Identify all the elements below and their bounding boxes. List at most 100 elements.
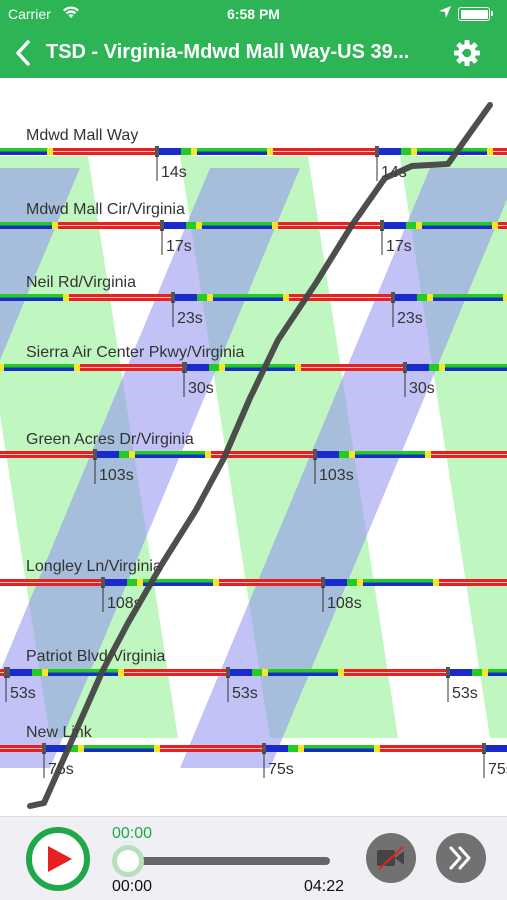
- green-phase-bar: [347, 579, 357, 586]
- cycle-marker: [6, 667, 10, 678]
- intersection-name-label: Sierra Air Center Pkwy/Virginia: [26, 344, 245, 361]
- play-button[interactable]: [26, 827, 90, 891]
- yellow-phase-bar: [283, 294, 289, 301]
- intersection-row: [0, 667, 507, 678]
- playback-slider-thumb[interactable]: [112, 845, 144, 877]
- green-phase-bar: [186, 222, 196, 229]
- yellow-phase-bar: [0, 364, 4, 371]
- green-phase-bar: [429, 364, 439, 371]
- time-space-diagram: Mdwd Mall Way 14s 14s Mdwd Mall Cir/Virgini…: [0, 78, 507, 816]
- yellow-phase-bar: [427, 294, 433, 301]
- blue-phase-bar: [377, 148, 401, 155]
- yellow-phase-bar: [492, 222, 498, 229]
- blue-phase-bar: [0, 225, 52, 229]
- intersection-row: [0, 577, 507, 588]
- yellow-phase-bar: [487, 148, 493, 155]
- play-icon: [48, 846, 72, 872]
- blue-phase-bar: [143, 582, 213, 586]
- intersection-row: [0, 449, 507, 460]
- green-phase-bar: [401, 148, 411, 155]
- intersection-name-label: Neil Rd/Virginia: [26, 274, 136, 291]
- yellow-phase-bar: [137, 579, 143, 586]
- intersection-name-label: Longley Ln/Virginia: [26, 558, 162, 575]
- intersection-row: [0, 743, 507, 754]
- offset-seconds-label: 53s: [452, 685, 478, 702]
- chevron-left-icon[interactable]: [12, 38, 36, 68]
- yellow-phase-bar: [42, 669, 48, 676]
- blue-phase-bar: [363, 582, 433, 586]
- offset-seconds-label: 14s: [161, 164, 187, 181]
- progression-bands: [0, 156, 507, 768]
- offset-seconds-label: 75s: [268, 761, 294, 778]
- offset-seconds-label: 23s: [397, 310, 423, 327]
- yellow-phase-bar: [411, 148, 417, 155]
- blue-phase-bar: [157, 148, 181, 155]
- green-phase-bar: [288, 745, 298, 752]
- green-phase-bar: [0, 222, 52, 226]
- yellow-phase-bar: [433, 579, 439, 586]
- yellow-phase-bar: [52, 222, 58, 229]
- blue-phase-bar: [488, 672, 507, 676]
- blue-phase-bar: [202, 225, 272, 229]
- blue-phase-bar: [84, 748, 154, 752]
- intersection-row: [0, 146, 507, 157]
- cycle-marker: [42, 743, 46, 754]
- green-phase-bar: [68, 745, 78, 752]
- status-bar: Carrier 6:58 PM: [0, 0, 507, 28]
- cycle-marker: [262, 743, 266, 754]
- blue-phase-bar: [103, 579, 127, 586]
- green-phase-bar: [197, 294, 207, 301]
- reverse-band: [0, 168, 80, 360]
- blue-phase-bar: [0, 151, 47, 155]
- green-phase-bar: [252, 669, 262, 676]
- blue-phase-bar: [173, 294, 197, 301]
- blue-phase-bar: [213, 297, 283, 301]
- video-toggle-button[interactable]: [366, 833, 416, 883]
- yellow-phase-bar: [416, 222, 422, 229]
- wifi-icon: [62, 4, 80, 23]
- green-phase-bar: [363, 579, 433, 583]
- blue-phase-bar: [228, 669, 252, 676]
- green-phase-bar: [84, 745, 154, 749]
- green-phase-bar: [417, 294, 427, 301]
- green-phase-bar: [417, 148, 487, 152]
- intersection-name-label: New Link: [26, 724, 93, 741]
- intersection-row: [0, 362, 507, 373]
- blue-phase-bar: [405, 364, 429, 371]
- video-off-icon: [377, 846, 404, 870]
- green-phase-bar: [225, 364, 295, 368]
- blue-phase-bar: [135, 454, 205, 458]
- end-time-label: 04:22: [304, 878, 345, 895]
- status-time: 6:58 PM: [227, 6, 280, 22]
- fast-forward-button[interactable]: [436, 833, 486, 883]
- offset-seconds-label: 53s: [10, 685, 36, 702]
- green-phase-bar: [0, 148, 47, 152]
- offset-seconds-label: 17s: [166, 238, 192, 255]
- blue-phase-bar: [323, 579, 347, 586]
- green-phase-bar: [127, 579, 137, 586]
- green-phase-bar: [268, 669, 338, 673]
- green-phase-bar: [202, 222, 272, 226]
- yellow-phase-bar: [196, 222, 202, 229]
- yellow-phase-bar: [349, 451, 355, 458]
- yellow-phase-bar: [482, 669, 488, 676]
- reverse-band: [0, 168, 300, 768]
- cycle-marker: [155, 146, 159, 157]
- reverse-band: [180, 168, 507, 768]
- cycle-marker: [171, 292, 175, 303]
- yellow-phase-bar: [272, 222, 278, 229]
- blue-phase-bar: [48, 672, 118, 676]
- blue-phase-bar: [95, 451, 119, 458]
- gear-icon[interactable]: [452, 38, 482, 68]
- blue-phase-bar: [382, 222, 406, 229]
- playback-slider-track[interactable]: [128, 857, 330, 865]
- yellow-phase-bar: [439, 364, 445, 371]
- offset-seconds-label: 108s: [107, 595, 142, 612]
- yellow-phase-bar: [118, 669, 124, 676]
- yellow-phase-bar: [63, 294, 69, 301]
- cycle-marker: [313, 449, 317, 460]
- cycle-marker: [160, 220, 164, 231]
- yellow-phase-bar: [129, 451, 135, 458]
- yellow-phase-bar: [154, 745, 160, 752]
